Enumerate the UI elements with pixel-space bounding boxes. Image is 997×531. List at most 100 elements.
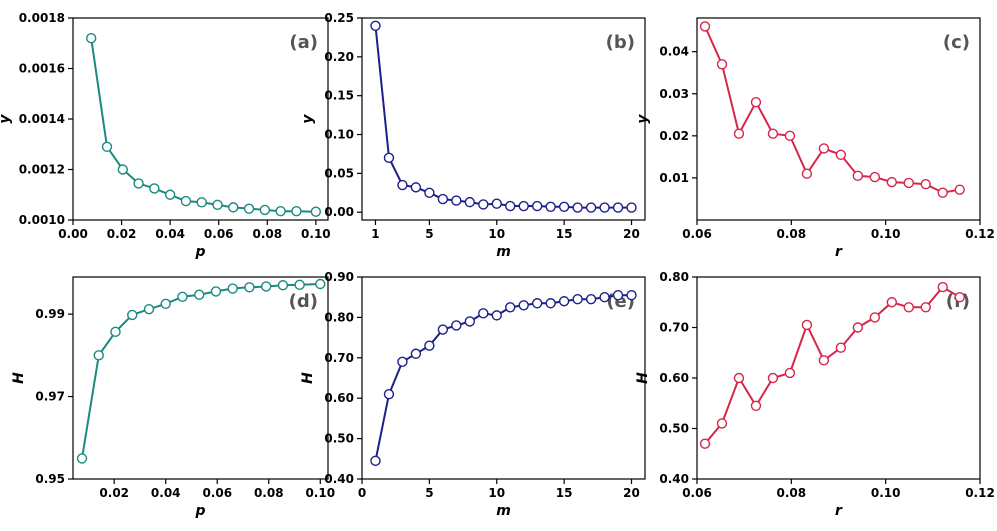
panel-b-data-point [370, 20, 381, 31]
panel-a-x-tick-label: 0.10 [301, 227, 331, 241]
panel-d-x-tick-label: 0.08 [254, 486, 284, 500]
panel-f-data-point [954, 292, 965, 303]
panel-a-data-point [133, 178, 144, 189]
panel-c-data-point [852, 170, 864, 182]
panel-f-y-tick-label: 0.40 [659, 472, 689, 486]
panel-c-data-point [801, 168, 813, 179]
panel-e-data-point [599, 292, 610, 303]
panel-c-x-tick-label: 0.10 [871, 227, 901, 241]
panel-d-x-axis-label: p [194, 503, 205, 519]
panel-f-data-point [835, 342, 847, 353]
panel-b-x-axis-label: m [496, 244, 511, 260]
panel-a-data-point [228, 202, 239, 213]
panel-b-data-point [626, 202, 637, 213]
panel-f-data-point [784, 367, 796, 379]
panel-e-data-point [531, 298, 543, 309]
panel-c-x-tick-label: 0.08 [777, 227, 807, 241]
panel-e-data-point [464, 316, 476, 327]
panel-d-y-tick-label: 0.95 [35, 472, 65, 486]
panel-d-data-point [260, 281, 272, 292]
panel-e-data-point [505, 302, 516, 313]
panel-d-data-point [294, 279, 305, 291]
panel-a-series-line [90, 38, 316, 213]
panel-d-data-point [143, 303, 155, 315]
panel-d-data-point [127, 309, 138, 321]
panel-a-data-point [310, 206, 322, 217]
panel-d-data-point [194, 289, 205, 300]
panel-f-y-tick-label: 0.60 [659, 371, 689, 385]
panel-c-data-point [869, 171, 881, 183]
panel-d-x-tick-label: 0.02 [99, 486, 129, 500]
panel-d-data-point [210, 286, 222, 297]
panel-e-x-tick-label: 5 [425, 486, 433, 500]
panel-a-data-point [101, 141, 113, 152]
panel-a-x-tick-label: 0.08 [252, 227, 282, 241]
panel-e-data-point [558, 296, 570, 307]
panel-c-y-tick-label: 0.01 [659, 171, 689, 185]
panel-a-x-tick-label: 0.04 [155, 227, 185, 241]
panel-f-data-point [869, 312, 881, 323]
panel-e-data-point [518, 300, 529, 311]
panel-d-y-tick-label: 0.99 [35, 307, 65, 321]
panel-d-y-axis-label: H [11, 372, 27, 384]
panel-a-data-point [212, 199, 223, 211]
panel-d-x-tick-label: 0.10 [305, 486, 335, 500]
panel-a-x-tick-label: 0.00 [58, 227, 88, 241]
panel-e-y-axis-label: H [300, 372, 316, 384]
panel-a-data-point [196, 197, 207, 208]
panel-c-data-point [937, 187, 948, 198]
panel-b-y-tick-label: 0.15 [324, 89, 354, 103]
panel-f-data-point [920, 302, 931, 313]
panel-a: 0.00 0.02 0.04 0.06 0.08 0.10 0.0010 0.0012 0.00… [0, 11, 331, 260]
panel-c: 0.06 0.08 0.10 0.12 0.01 0.02 0.03 0.04 r y (c) [635, 17, 995, 260]
panel-a-data-point [275, 205, 286, 217]
panel-e-data-point [612, 289, 624, 301]
panel-b-data-point [397, 179, 408, 191]
panel-c-y-tick-label: 0.04 [659, 45, 689, 59]
panel-c-x-tick-label: 0.06 [682, 227, 712, 241]
panel-c-label: (c) [943, 32, 970, 53]
panel-a-x-axis-label: p [194, 244, 205, 260]
panel-a-data-point [291, 205, 302, 217]
panel-f-x-tick-label: 0.08 [777, 486, 807, 500]
panel-a-data-point [86, 33, 97, 44]
panel-d-data-point [315, 278, 326, 290]
panel-e-data-point [626, 289, 637, 301]
panel-b-data-point [437, 193, 449, 205]
panel-f-x-tick-label: 0.06 [682, 486, 712, 500]
panel-f-series-line [704, 285, 961, 445]
panel-e-series-line [374, 294, 632, 461]
panel-a-data-point [180, 195, 192, 207]
panel-f-data-point [937, 281, 948, 293]
panel-f-x-axis-label: r [835, 503, 843, 519]
panel-f-x-tick-label: 0.10 [871, 486, 901, 500]
panel-c-y-tick-label: 0.03 [659, 87, 689, 101]
panel-f-data-point [699, 438, 711, 449]
panel-e-x-tick-label: 0 [358, 486, 366, 500]
panel-b-data-point [410, 182, 422, 193]
panel-c-data-point [835, 149, 847, 160]
panel-d-data-point [277, 280, 289, 291]
panel-f-data-point [852, 322, 864, 333]
panel-f-data-point [903, 302, 914, 313]
panel-c-data-point [954, 184, 965, 195]
panel-b-y-tick-label: 0.00 [324, 205, 354, 219]
panel-e-y-tick-label: 0.50 [324, 432, 354, 446]
panel-a-x-tick-label: 0.06 [204, 227, 234, 241]
panel-c-y-tick-label: 0.02 [659, 129, 689, 143]
panel-d-x-tick-label: 0.06 [202, 486, 232, 500]
panel-e-data-point [397, 356, 408, 368]
panel-d-label: (d) [289, 291, 318, 312]
panel-b-data-point [478, 199, 489, 210]
panel-a-y-axis-label: y [0, 114, 13, 124]
panel-b-data-point [599, 202, 610, 213]
panel-a-y-tick-label: 0.0014 [19, 112, 65, 126]
panel-b-data-point [558, 201, 570, 212]
panel-e-data-point [424, 340, 435, 351]
panel-e-y-tick-label: 0.40 [324, 472, 354, 486]
panel-c-data-point [920, 179, 931, 190]
panel-e-data-point [410, 348, 422, 359]
panel-e-frame [361, 276, 646, 480]
